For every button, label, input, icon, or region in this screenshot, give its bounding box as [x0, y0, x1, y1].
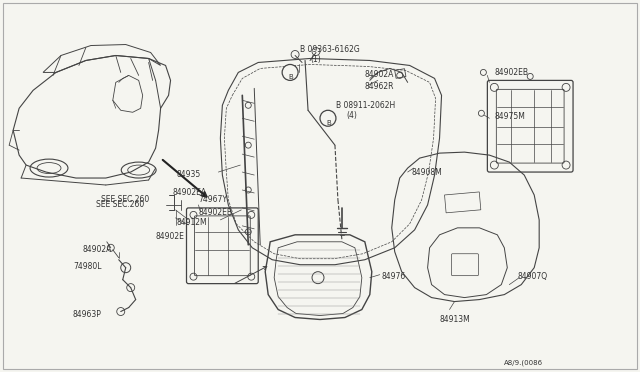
Text: SEE SEC.260: SEE SEC.260	[101, 195, 149, 205]
Text: B: B	[289, 74, 294, 80]
Circle shape	[320, 110, 336, 126]
Text: 84935: 84935	[177, 170, 201, 179]
Text: 84975M: 84975M	[494, 112, 525, 121]
Text: 84902EA: 84902EA	[173, 188, 207, 197]
Text: (1): (1)	[310, 55, 321, 64]
Circle shape	[282, 64, 298, 80]
Text: A8/9.(0086: A8/9.(0086	[504, 359, 543, 366]
Text: 84902EB: 84902EB	[494, 68, 529, 77]
Text: 84962R: 84962R	[365, 82, 394, 92]
Bar	[445, 192, 481, 213]
Text: 84908M: 84908M	[412, 168, 442, 177]
Text: 84907Q: 84907Q	[517, 272, 547, 281]
Text: (4): (4)	[346, 111, 356, 120]
Text: B 08911-2062H: B 08911-2062H	[336, 101, 395, 110]
Text: 84913M: 84913M	[440, 314, 470, 324]
Text: 74980L: 74980L	[73, 262, 101, 271]
Text: B 09363-6162G: B 09363-6162G	[300, 45, 360, 54]
Bar	[395, 69, 406, 78]
Text: 84902A: 84902A	[365, 70, 394, 80]
Text: B: B	[326, 120, 332, 126]
Text: 84963P: 84963P	[73, 310, 102, 318]
Text: 84902A: 84902A	[83, 245, 112, 254]
Text: 84976: 84976	[382, 272, 406, 281]
Text: 84902EB: 84902EB	[198, 208, 232, 217]
Text: 84902E: 84902E	[156, 232, 184, 241]
Text: 74967Y: 74967Y	[198, 195, 227, 204]
Text: SEE SEC.260: SEE SEC.260	[96, 200, 144, 209]
Text: 84912M: 84912M	[177, 218, 207, 227]
